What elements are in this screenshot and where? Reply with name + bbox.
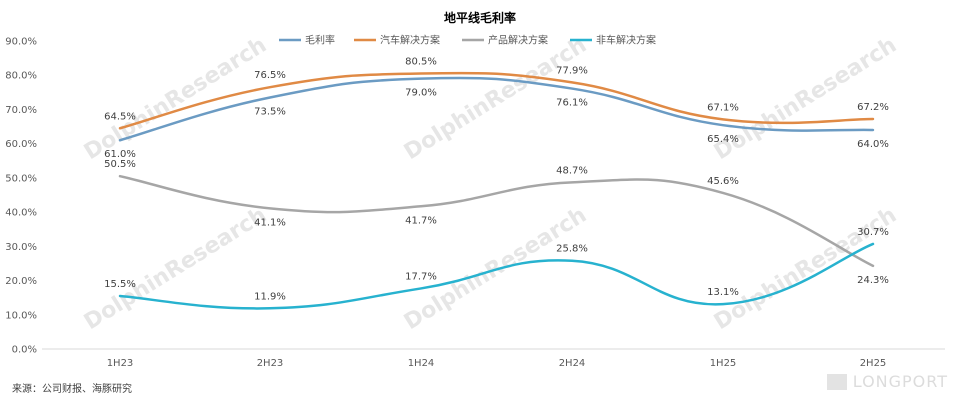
- data-label: 13.1%: [707, 287, 739, 298]
- legend: 毛利率 汽车解决方案 产品解决方案 非车解决方案: [279, 34, 656, 47]
- data-label: 15.5%: [104, 279, 136, 290]
- y-tick-label: 10.0%: [5, 310, 37, 321]
- y-tick-label: 60.0%: [5, 139, 37, 150]
- x-axis: 1H23 2H23 1H24 2H24 1H25 2H25: [107, 358, 887, 369]
- data-label: 67.2%: [857, 102, 889, 113]
- data-label: 24.3%: [857, 275, 889, 286]
- legend-label: 产品解决方案: [488, 34, 548, 47]
- data-label: 41.7%: [405, 215, 437, 226]
- watermark-text: DolphinResearch: [80, 203, 271, 335]
- data-label: 79.0%: [405, 88, 437, 99]
- brand-mark-icon: [826, 373, 847, 390]
- source-note: 来源：公司财报、海豚研究: [12, 384, 132, 395]
- series-lines: [118, 71, 875, 310]
- data-labels: 61.0% 73.5% 79.0% 76.1% 65.4% 64.0% 64.5% 76.5%…: [104, 57, 889, 303]
- data-label: 65.4%: [707, 134, 739, 145]
- watermark-text: DolphinResearch: [710, 203, 901, 335]
- legend-item: 非车解决方案: [570, 34, 656, 47]
- legend-label: 毛利率: [305, 34, 335, 47]
- legend-item: 产品解决方案: [462, 34, 548, 47]
- data-label: 17.7%: [405, 271, 437, 282]
- data-label: 67.1%: [707, 102, 739, 113]
- data-label: 50.5%: [104, 159, 136, 170]
- data-label: 25.8%: [556, 244, 588, 255]
- data-label: 41.1%: [254, 217, 286, 228]
- legend-item: 汽车解决方案: [354, 34, 440, 47]
- data-label: 76.5%: [254, 70, 286, 81]
- legend-label: 汽车解决方案: [380, 34, 440, 47]
- series-line-1: [118, 76, 875, 142]
- data-label: 64.0%: [857, 139, 889, 150]
- x-tick-label: 1H25: [710, 358, 737, 369]
- series-line-2: [118, 71, 875, 130]
- y-tick-label: 30.0%: [5, 242, 37, 253]
- data-label: 76.1%: [556, 98, 588, 109]
- series-line-3: [118, 174, 875, 268]
- data-label: 73.5%: [254, 106, 286, 117]
- data-label: 45.6%: [707, 176, 739, 187]
- series-line-4: [118, 242, 875, 310]
- x-tick-label: 2H23: [257, 358, 284, 369]
- data-label: 77.9%: [556, 65, 588, 76]
- y-axis: 0.0% 10.0% 20.0% 30.0% 40.0% 50.0% 60.0% 70.0% 8…: [5, 37, 37, 356]
- watermark-text: DolphinResearch: [80, 33, 271, 165]
- brand-name: LONGPORT: [852, 372, 948, 391]
- y-tick-label: 40.0%: [5, 208, 37, 219]
- data-label: 64.5%: [104, 111, 136, 122]
- y-tick-label: 80.0%: [5, 71, 37, 82]
- chart-title: 地平线毛利率: [444, 10, 516, 25]
- x-tick-label: 2H24: [559, 358, 586, 369]
- x-tick-label: 2H25: [860, 358, 887, 369]
- x-tick-label: 1H24: [408, 358, 435, 369]
- y-tick-label: 20.0%: [5, 276, 37, 287]
- data-label: 61.0%: [104, 149, 136, 160]
- data-label: 30.7%: [857, 227, 889, 238]
- x-tick-label: 1H23: [107, 358, 134, 369]
- legend-label: 非车解决方案: [596, 34, 656, 47]
- y-tick-label: 70.0%: [5, 105, 37, 116]
- data-label: 48.7%: [556, 165, 588, 176]
- y-tick-label: 90.0%: [5, 37, 37, 48]
- legend-item: 毛利率: [279, 34, 335, 47]
- data-label: 80.5%: [405, 57, 437, 68]
- y-tick-label: 0.0%: [12, 345, 37, 356]
- y-tick-label: 50.0%: [5, 173, 37, 184]
- brand-logo: LONGPORT: [826, 372, 948, 391]
- data-label: 11.9%: [254, 291, 286, 302]
